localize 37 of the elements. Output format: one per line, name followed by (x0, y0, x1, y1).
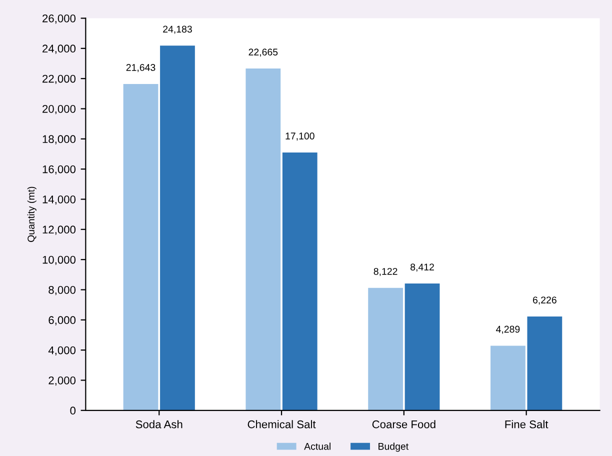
x-tick-label: Coarse Food (372, 420, 436, 428)
data-label: 22,665 (248, 48, 278, 57)
data-label: 8,122 (374, 268, 398, 276)
y-tick-label: 24,000 (42, 44, 76, 54)
data-label: 8,412 (410, 264, 434, 272)
y-tick-label: 0 (70, 406, 76, 415)
y-tick-label: 26,000 (42, 14, 76, 24)
y-tick-label: 2,000 (48, 376, 76, 386)
x-tick-label: Soda Ash (136, 420, 182, 428)
legend-label: Budget (378, 442, 409, 452)
bar (404, 284, 440, 410)
bar (527, 316, 562, 410)
data-label: 17,100 (286, 132, 314, 141)
y-tick-label: 14,000 (42, 196, 76, 205)
y-axis-title: Quantity (mt) (27, 186, 36, 242)
y-tick-label: 22,000 (42, 74, 76, 84)
bar (246, 68, 281, 410)
bar (123, 84, 158, 410)
x-tick-label: Fine Salt (505, 420, 548, 428)
data-label: 24,183 (163, 26, 192, 34)
data-label: 4,289 (496, 326, 520, 334)
y-tick-label: 18,000 (42, 135, 76, 144)
y-tick-label: 20,000 (42, 105, 76, 114)
bar (160, 46, 195, 410)
bar (368, 288, 403, 410)
x-tick-label: Chemical Salt (248, 420, 316, 428)
data-label: 6,226 (533, 296, 556, 305)
y-tick-label: 8,000 (48, 286, 76, 296)
y-tick-label: 12,000 (42, 226, 76, 235)
bar (490, 346, 526, 410)
y-tick-label: 4,000 (48, 346, 76, 356)
y-tick-label: 10,000 (42, 256, 76, 266)
y-tick-label: 6,000 (48, 316, 76, 326)
y-tick-label: 16,000 (42, 165, 76, 175)
legend-label: Actual (304, 442, 330, 450)
data-label: 21,643 (126, 64, 156, 72)
bar (282, 152, 318, 410)
